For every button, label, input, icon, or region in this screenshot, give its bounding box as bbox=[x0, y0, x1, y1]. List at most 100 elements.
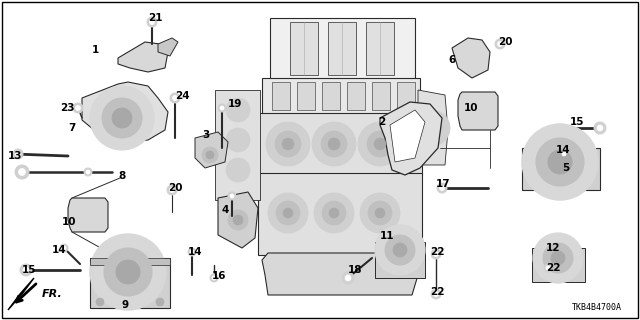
Text: 20: 20 bbox=[498, 37, 513, 47]
Text: 2: 2 bbox=[378, 117, 385, 127]
Text: 14: 14 bbox=[556, 145, 571, 155]
Circle shape bbox=[393, 243, 407, 257]
Circle shape bbox=[116, 260, 140, 284]
Polygon shape bbox=[218, 192, 258, 248]
Circle shape bbox=[275, 131, 301, 157]
Text: 8: 8 bbox=[118, 171, 125, 181]
Circle shape bbox=[312, 122, 356, 166]
Text: 20: 20 bbox=[168, 183, 182, 193]
Polygon shape bbox=[458, 92, 498, 130]
Circle shape bbox=[102, 98, 142, 138]
Polygon shape bbox=[262, 253, 418, 295]
Circle shape bbox=[329, 208, 339, 218]
Text: 19: 19 bbox=[228, 99, 243, 109]
Circle shape bbox=[112, 108, 132, 128]
Circle shape bbox=[210, 274, 218, 282]
Text: 6: 6 bbox=[448, 55, 455, 65]
Polygon shape bbox=[322, 82, 340, 110]
Circle shape bbox=[314, 193, 354, 233]
Circle shape bbox=[440, 186, 445, 190]
Circle shape bbox=[342, 272, 354, 284]
Circle shape bbox=[170, 93, 180, 103]
Polygon shape bbox=[290, 22, 318, 75]
Circle shape bbox=[20, 264, 32, 276]
Circle shape bbox=[76, 106, 81, 110]
Circle shape bbox=[19, 169, 26, 175]
Circle shape bbox=[226, 128, 250, 152]
Text: 7: 7 bbox=[68, 123, 76, 133]
Circle shape bbox=[206, 151, 214, 159]
Polygon shape bbox=[366, 22, 394, 75]
Text: 16: 16 bbox=[212, 271, 227, 281]
Circle shape bbox=[212, 276, 216, 280]
Circle shape bbox=[190, 250, 194, 254]
Text: 18: 18 bbox=[348, 265, 362, 275]
Circle shape bbox=[62, 246, 66, 250]
Text: 9: 9 bbox=[122, 300, 129, 310]
Circle shape bbox=[551, 251, 565, 265]
Text: 14: 14 bbox=[52, 245, 67, 255]
Polygon shape bbox=[390, 110, 425, 162]
Polygon shape bbox=[397, 82, 415, 110]
Circle shape bbox=[562, 152, 566, 156]
Circle shape bbox=[96, 298, 104, 306]
Circle shape bbox=[230, 194, 234, 198]
Circle shape bbox=[385, 235, 415, 265]
Text: 13: 13 bbox=[8, 151, 22, 161]
Polygon shape bbox=[68, 198, 108, 232]
Circle shape bbox=[266, 122, 310, 166]
Circle shape bbox=[533, 233, 583, 283]
Circle shape bbox=[170, 188, 175, 193]
Text: FR.: FR. bbox=[42, 289, 63, 299]
Polygon shape bbox=[262, 78, 420, 115]
Polygon shape bbox=[375, 242, 425, 278]
Text: TKB4B4700A: TKB4B4700A bbox=[572, 303, 622, 312]
Circle shape bbox=[84, 168, 92, 176]
Polygon shape bbox=[532, 248, 585, 282]
Polygon shape bbox=[372, 82, 390, 110]
Text: 22: 22 bbox=[430, 247, 445, 257]
Polygon shape bbox=[328, 22, 356, 75]
Text: 21: 21 bbox=[148, 13, 163, 23]
Circle shape bbox=[173, 95, 177, 100]
Polygon shape bbox=[8, 278, 34, 310]
Polygon shape bbox=[82, 82, 168, 142]
Circle shape bbox=[226, 158, 250, 182]
Text: 5: 5 bbox=[562, 163, 569, 173]
Text: 10: 10 bbox=[464, 103, 479, 113]
Text: 22: 22 bbox=[430, 287, 445, 297]
Text: 11: 11 bbox=[380, 231, 394, 241]
Circle shape bbox=[536, 138, 584, 186]
Polygon shape bbox=[347, 82, 365, 110]
Circle shape bbox=[73, 103, 83, 113]
Circle shape bbox=[276, 201, 300, 225]
Polygon shape bbox=[195, 132, 228, 168]
Circle shape bbox=[431, 249, 441, 259]
Polygon shape bbox=[452, 38, 490, 78]
Circle shape bbox=[90, 234, 166, 310]
Circle shape bbox=[90, 86, 154, 150]
Circle shape bbox=[594, 122, 606, 134]
Circle shape bbox=[433, 252, 438, 257]
Circle shape bbox=[156, 298, 164, 306]
Text: 23: 23 bbox=[60, 103, 74, 113]
Circle shape bbox=[86, 170, 90, 174]
Circle shape bbox=[15, 151, 20, 156]
Circle shape bbox=[228, 192, 236, 200]
Circle shape bbox=[367, 131, 393, 157]
Polygon shape bbox=[522, 148, 600, 190]
Circle shape bbox=[360, 193, 400, 233]
Circle shape bbox=[268, 193, 308, 233]
Polygon shape bbox=[158, 38, 178, 56]
Text: 3: 3 bbox=[202, 130, 209, 140]
Polygon shape bbox=[90, 258, 170, 308]
Circle shape bbox=[228, 210, 248, 230]
Circle shape bbox=[104, 248, 152, 296]
Circle shape bbox=[15, 165, 29, 179]
Text: 15: 15 bbox=[570, 117, 584, 127]
Circle shape bbox=[437, 183, 447, 193]
Circle shape bbox=[167, 185, 177, 195]
Text: 17: 17 bbox=[436, 179, 451, 189]
Circle shape bbox=[497, 42, 502, 46]
Circle shape bbox=[321, 131, 347, 157]
